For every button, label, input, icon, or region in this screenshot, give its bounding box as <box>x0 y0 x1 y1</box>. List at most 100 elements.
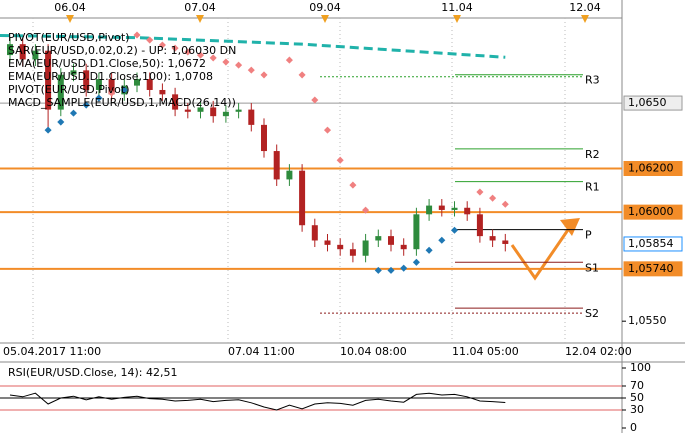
candle-body <box>388 236 394 245</box>
legend-entry: EMA(EUR/USD.D1.Close,50): 1,0672 <box>8 57 206 70</box>
candle-body <box>222 111 229 117</box>
candle-body <box>159 89 166 95</box>
candle-body <box>19 44 26 60</box>
sar-dot <box>196 51 205 59</box>
candle-body <box>273 151 280 180</box>
sar-dot <box>438 236 446 244</box>
candle-body <box>235 109 242 112</box>
candle-body <box>248 109 255 125</box>
sar-dot <box>133 31 141 39</box>
sar-dot <box>362 206 370 214</box>
level-label: 1,05740 <box>628 262 674 275</box>
sar-dot <box>489 194 497 202</box>
level-label: 1,06000 <box>628 205 674 218</box>
candle-body <box>83 70 90 90</box>
last-price-box <box>623 236 683 252</box>
candle-body <box>197 107 204 112</box>
time-label: 07.04 11:00 <box>228 345 295 358</box>
candle-body <box>261 124 267 152</box>
date-marker <box>321 15 329 23</box>
level-box <box>623 161 683 177</box>
sar-dot <box>247 66 255 74</box>
sar-dot <box>146 36 154 44</box>
candle-body <box>210 107 217 117</box>
candle-body <box>146 79 153 90</box>
sar-dot <box>425 246 433 254</box>
sar-dot <box>209 54 217 62</box>
sar-dot <box>476 188 484 196</box>
legend-entry: PIVOT(EUR/USD,Pivot) <box>8 83 130 96</box>
candle-body <box>413 214 420 250</box>
sar-dot <box>400 264 408 272</box>
candle-body <box>286 170 293 180</box>
level-label: 1,06200 <box>628 162 674 175</box>
pivot-label: R1 <box>585 181 600 194</box>
level-box <box>623 95 683 111</box>
sar-dot <box>387 266 395 274</box>
candle-body <box>45 50 52 110</box>
candle-body <box>400 244 407 250</box>
forecast-arrow <box>510 223 574 281</box>
sar-dot <box>501 200 509 208</box>
last-price-label: 1,05854 <box>628 237 674 250</box>
candle-body <box>324 240 331 245</box>
candle-body <box>426 205 433 215</box>
sar-dot <box>260 71 268 79</box>
sar-dot <box>374 266 382 274</box>
date-marker <box>66 15 74 23</box>
y-tick-label: 1,0550 <box>628 314 667 327</box>
candle-body <box>476 214 483 237</box>
time-label: 11.04 05:00 <box>452 345 519 358</box>
rsi-tick-label: 100 <box>630 361 651 374</box>
date-label: 12.04 <box>569 1 601 14</box>
date-marker <box>196 15 204 23</box>
sar-dot <box>323 126 332 134</box>
candle-body <box>184 109 191 112</box>
rsi-line <box>9 392 506 411</box>
sar-dot <box>184 48 192 56</box>
date-label: 07.04 <box>184 1 216 14</box>
pivot-label: S1 <box>585 261 599 274</box>
date-label: 06.04 <box>54 1 86 14</box>
rsi-tick-label: 50 <box>630 391 644 404</box>
sar-dot <box>285 56 293 64</box>
candle-body <box>70 70 77 75</box>
date-marker <box>453 15 461 23</box>
legend-entry: EMA(EUR/USD.D1.Close,100): 1,0708 <box>8 70 213 83</box>
date-label: 09.04 <box>309 1 341 14</box>
date-label: 11.04 <box>441 1 473 14</box>
candle-body <box>57 74 64 110</box>
sar-dot <box>82 101 90 109</box>
rsi-tick-label: 70 <box>630 379 644 392</box>
time-label: 12.04 02:00 <box>565 345 632 358</box>
rsi-tick-label: 30 <box>630 403 644 416</box>
candle-body <box>134 79 140 86</box>
date-marker <box>581 15 589 23</box>
sar-dot <box>336 156 344 164</box>
candle-body <box>489 236 496 241</box>
candle-body <box>299 170 306 226</box>
sar-dot <box>412 258 420 266</box>
sar-dot <box>311 96 319 104</box>
sar-dot <box>298 71 306 79</box>
rsi-title: RSI(EUR/USD.Close, 14): 42,51 <box>8 366 177 379</box>
sar-dot <box>222 58 230 66</box>
level-box <box>623 261 683 277</box>
candle-body <box>337 244 344 250</box>
pivot-label: S2 <box>585 307 599 320</box>
pivot-label: P <box>585 229 592 242</box>
candle-body <box>464 207 471 215</box>
candle-body <box>95 79 102 90</box>
sar-dot <box>450 226 459 234</box>
sar-dot <box>158 41 166 49</box>
legend-entry: PIVOT(EUR/USD,Pivot) <box>8 31 130 44</box>
pivot-label: R3 <box>585 74 600 87</box>
sar-dot <box>349 181 357 189</box>
sar-dot <box>120 86 128 94</box>
legend-entry: SAR(EUR/USD,0.02,0.2) - UP: 1,06030 DN <box>8 44 236 57</box>
legend-entry: MACD_SAMPLE(EUR/USD,1,MACD(26,14)) <box>8 96 236 109</box>
candle-body <box>7 44 13 56</box>
level-box <box>623 204 683 220</box>
rsi-tick-label: 0 <box>630 421 637 433</box>
